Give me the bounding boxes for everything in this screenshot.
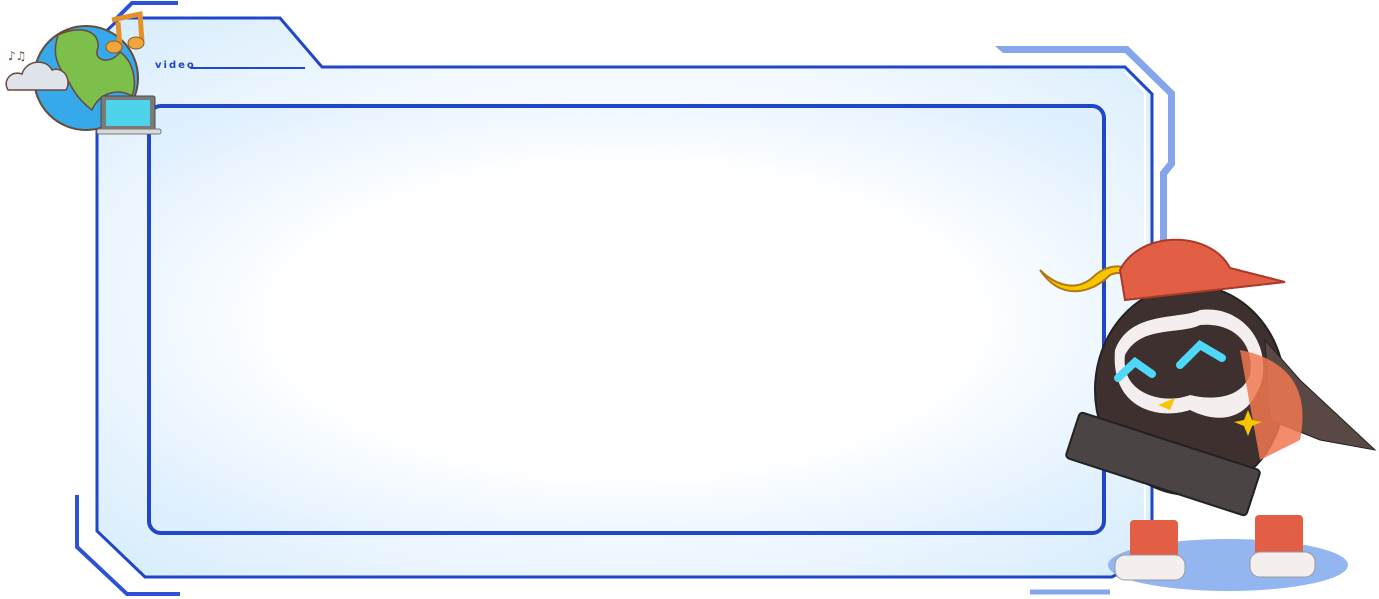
frame-label: video [155,60,196,71]
svg-text:♪♫: ♪♫ [8,49,26,63]
laptop-icon [96,95,162,135]
music-note-icon: ♪♫ [8,10,145,63]
accent-lines [75,1,1175,596]
video-area[interactable] [147,104,1106,535]
cloud-icon [5,61,69,91]
penguin-mascot [1039,238,1377,591]
keyboard-icon [1065,411,1261,517]
